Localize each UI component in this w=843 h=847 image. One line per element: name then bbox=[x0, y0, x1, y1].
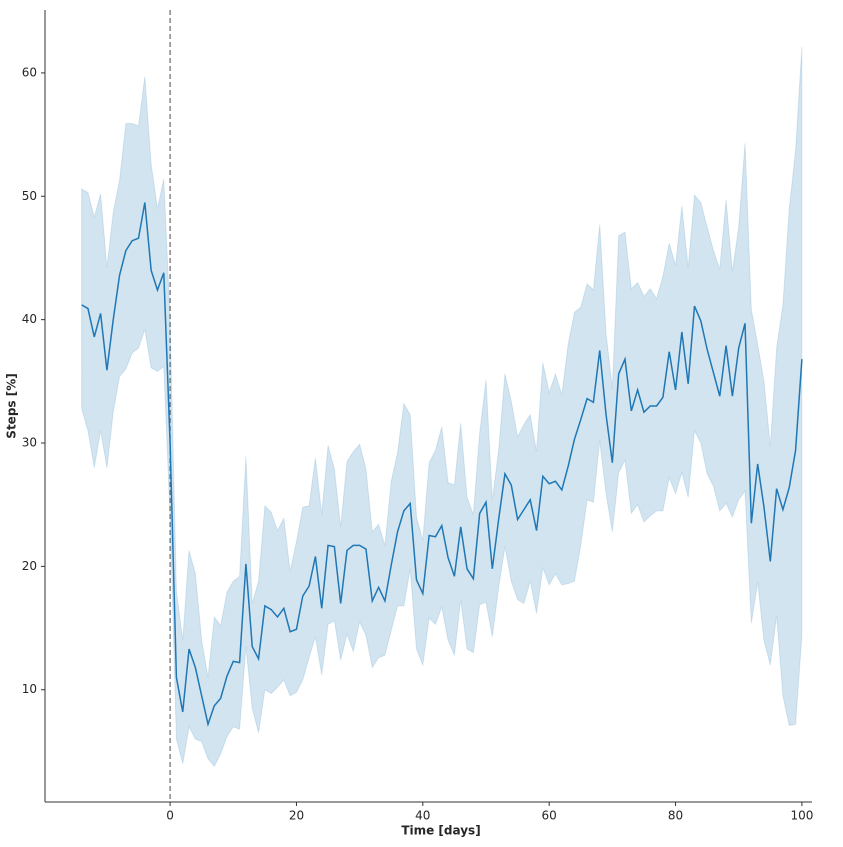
mean-line bbox=[81, 202, 803, 728]
x-tick-label: 40 bbox=[415, 809, 430, 823]
x-tick-label: 100 bbox=[790, 809, 813, 823]
x-tick-label: 20 bbox=[289, 809, 304, 823]
y-axis-label: Steps [%] bbox=[5, 373, 19, 438]
x-tick-label: 60 bbox=[542, 809, 557, 823]
y-tick-label: 40 bbox=[22, 312, 37, 326]
x-axis-label: Time [days] bbox=[401, 824, 480, 838]
y-tick-label: 60 bbox=[22, 65, 37, 79]
x-tick-label: 0 bbox=[166, 809, 174, 823]
y-tick-label: 50 bbox=[22, 189, 37, 203]
y-tick-label: 10 bbox=[22, 682, 37, 696]
y-tick-label: 20 bbox=[22, 559, 37, 573]
y-tick-label: 30 bbox=[22, 436, 37, 450]
confidence-band bbox=[81, 46, 803, 768]
x-tick-label: 80 bbox=[668, 809, 683, 823]
